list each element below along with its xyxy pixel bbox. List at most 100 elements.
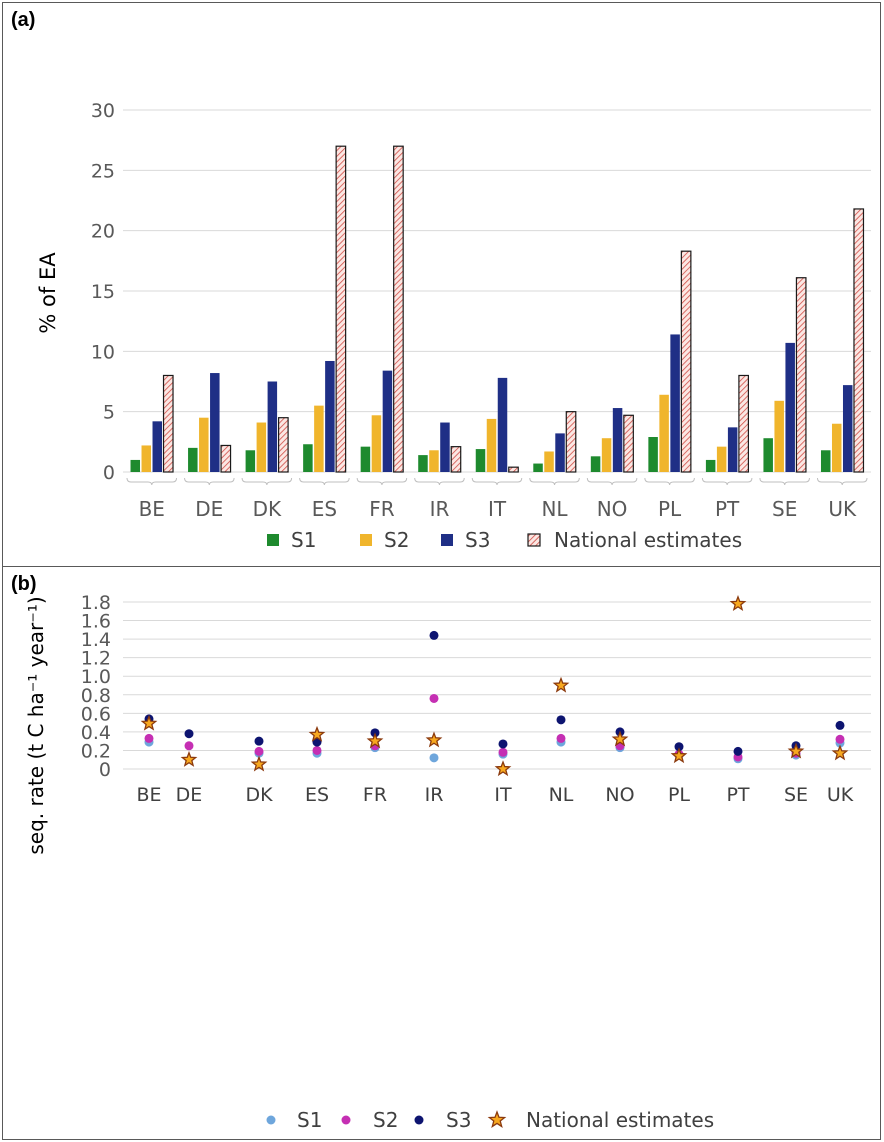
point-national-estimates-dk (250, 755, 268, 772)
bar-s1-it (475, 449, 486, 472)
y-tick-label: 15 (91, 281, 115, 303)
point-s3-pt (733, 746, 743, 756)
legend-swatch-s2 (360, 534, 372, 546)
point-national-estimates-es (308, 725, 326, 742)
y-tick-label: 0.4 (81, 722, 111, 744)
bar-s1-pt (705, 459, 716, 472)
x-tick-label-nl: NL (549, 784, 574, 806)
bar-s2-it (486, 418, 497, 472)
y-tick-label: 5 (103, 402, 115, 424)
x-tick-label-es: ES (305, 784, 329, 806)
category-bracket (241, 477, 293, 486)
bar-national-estimates-de (220, 444, 232, 473)
panel-a-label: (a) (11, 9, 36, 31)
bar-national-estimates-uk (853, 208, 865, 473)
bar-s3-pt (727, 427, 738, 472)
bar-s2-nl (544, 451, 554, 472)
legend-label-s1: S1 (297, 1108, 322, 1132)
y-tick-label: 1.4 (81, 629, 111, 651)
category-bracket (471, 477, 523, 486)
legend-swatch-s1 (267, 534, 279, 546)
category-bracket (701, 477, 753, 486)
bar-s1-uk (820, 450, 831, 472)
point-national-estimates-fr (366, 732, 384, 749)
bar-s1-nl (533, 463, 543, 472)
x-tick-label-uk: UK (828, 497, 857, 521)
y-tick-label: 1.2 (81, 648, 111, 670)
x-tick-label-fr: FR (369, 497, 395, 521)
legend-label-s2: S2 (373, 1108, 398, 1132)
bar-s3-fr (382, 370, 393, 472)
bar-s2-ir (429, 450, 439, 472)
legend-marker-s2 (341, 1115, 351, 1125)
bar-s1-dk (245, 450, 256, 472)
category-bracket (586, 477, 638, 486)
bar-s3-dk (267, 381, 278, 472)
legend-swatch-s3 (441, 534, 453, 546)
bar-national-estimates-pl (680, 250, 692, 473)
bar-s1-pl (648, 437, 658, 472)
scatter-chart: 00.20.40.60.81.01.21.41.61.8 seq. rate (t… (24, 592, 871, 1132)
bar-s2-dk (256, 422, 267, 472)
legend-swatch-national-estimates (527, 533, 541, 547)
legend-label-s3: S3 (465, 528, 490, 552)
legend-marker-s1 (266, 1115, 276, 1125)
legend-label-national-estimates: National estimates (526, 1108, 714, 1132)
bar-chart: 0 5 10 15 20 25 30 % of EA BE DE DK ES FR IR IT NL NO PL P… (36, 100, 871, 552)
bar-s2-se (774, 400, 784, 472)
point-s2-be (144, 733, 154, 743)
x-tick-label-ir: IR (425, 784, 444, 806)
legend-marker-national-estimates (487, 1110, 507, 1128)
legend-label-s1: S1 (291, 528, 316, 552)
point-national-estimates-de (180, 750, 198, 767)
bar-s2-pl (659, 394, 669, 472)
x-tick-label-dk: DK (253, 497, 282, 521)
bar-s3-de (210, 373, 220, 472)
point-s3-pl (674, 742, 684, 752)
category-bracket (414, 477, 465, 486)
x-tick-label-pl: PL (658, 497, 682, 521)
bar-s1-es (303, 444, 313, 472)
point-national-estimates-ir (425, 731, 443, 748)
point-national-estimates-nl (552, 676, 570, 693)
y-tick-label: 25 (91, 160, 115, 182)
category-bracket (529, 477, 580, 486)
y-tick-label: 30 (91, 100, 115, 122)
point-s2-de (184, 741, 194, 751)
y-tick-label: 0.2 (81, 740, 111, 762)
y-tick-label: 0 (103, 462, 115, 484)
bar-national-estimates-ir (450, 446, 462, 473)
category-bracket (126, 477, 178, 486)
x-tick-label-pt: PT (715, 497, 740, 521)
point-national-estimates-uk (831, 744, 849, 761)
bar-s3-ir (440, 422, 450, 472)
y-tick-label: 1.0 (81, 666, 111, 688)
point-s2-dk (254, 746, 264, 756)
point-s3-it (498, 739, 508, 749)
point-national-estimates-pl (670, 747, 688, 764)
x-tick-label-be: BE (139, 497, 165, 521)
bar-national-estimates-fr (393, 145, 404, 473)
panel-b-label: (b) (11, 573, 37, 595)
y-tick-label: 1.6 (81, 611, 111, 633)
bar-s3-it (497, 377, 508, 472)
bar-s3-no (612, 408, 623, 472)
category-bracket (184, 477, 235, 486)
x-tick-label-it: IT (488, 497, 507, 521)
point-national-estimates-se (787, 742, 805, 759)
point-national-estimates-no (611, 730, 629, 747)
bar-s1-de (188, 447, 198, 472)
x-tick-label-be: BE (136, 784, 161, 806)
category-bracket (299, 477, 350, 486)
y-axis-label: seq. rate (t C ha⁻¹ year⁻¹) (24, 596, 48, 854)
point-national-estimates-be (140, 714, 158, 731)
bar-s1-ir (418, 455, 428, 472)
category-bracket (759, 477, 810, 486)
point-s3-dk (254, 736, 264, 746)
y-tick-label: 10 (91, 341, 115, 363)
x-tick-label-se: SE (784, 784, 808, 806)
x-tick-label-de: DE (176, 784, 203, 806)
legend-label-national-estimates: National estimates (554, 528, 742, 552)
bar-national-estimates-be (162, 374, 174, 473)
y-axis-label: % of EA (36, 252, 60, 334)
